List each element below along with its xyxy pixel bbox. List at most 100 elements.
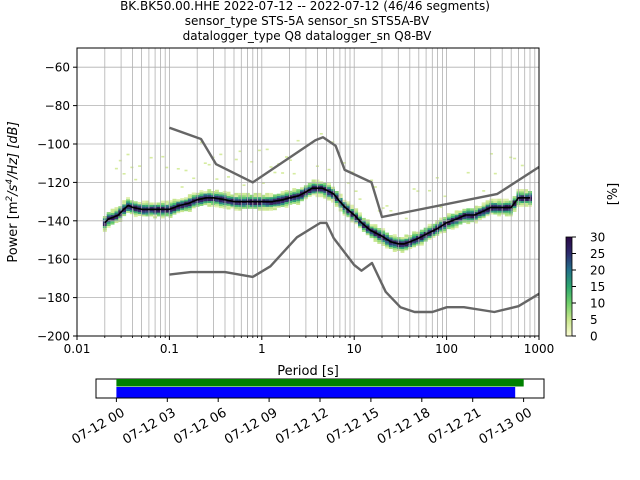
heatmap-cell xyxy=(427,223,432,227)
heatmap-cell xyxy=(524,194,529,198)
heatmap-cell xyxy=(338,205,343,208)
heatmap-cell xyxy=(462,208,467,212)
heatmap-cell xyxy=(331,200,335,203)
heatmap-cell xyxy=(110,218,115,221)
timeline-tick-label: 07-12 00 xyxy=(69,405,127,447)
heatmap-cell xyxy=(288,194,293,198)
heatmap-cell xyxy=(331,188,335,192)
heatmap-cell xyxy=(172,212,177,215)
heatmap-cell xyxy=(327,168,331,171)
heatmap-cell xyxy=(207,194,212,198)
heatmap-cell xyxy=(439,221,444,224)
coverage-bar-blue xyxy=(116,387,516,398)
heatmap-cell xyxy=(512,196,517,199)
heatmap-cell xyxy=(253,196,258,200)
heatmap-cell xyxy=(269,202,273,205)
heatmap-cell xyxy=(114,211,119,214)
heatmap-cell xyxy=(358,216,362,219)
heatmap-cell xyxy=(122,206,127,209)
heatmap-cell xyxy=(226,203,231,206)
heatmap-cell xyxy=(446,219,451,222)
heatmap-cell xyxy=(443,224,447,228)
heatmap-cell xyxy=(199,203,204,206)
heatmap-cell xyxy=(482,190,486,192)
heatmap-cell xyxy=(323,182,328,186)
heatmap-cell xyxy=(358,198,362,200)
heatmap-cell xyxy=(485,211,490,215)
heatmap-cell xyxy=(191,192,196,195)
heatmap-cell xyxy=(373,233,378,237)
heatmap-cell xyxy=(215,201,219,204)
heatmap-cell xyxy=(381,228,386,231)
heatmap-cell xyxy=(342,213,347,216)
heatmap-cell xyxy=(446,215,451,218)
heatmap-cell xyxy=(110,214,115,217)
heatmap-cell xyxy=(373,228,378,231)
heatmap-cell xyxy=(227,176,230,178)
heatmap-cell xyxy=(439,231,444,234)
heatmap-cell xyxy=(508,202,513,205)
heatmap-cell xyxy=(338,207,343,210)
heatmap-cell xyxy=(215,191,219,194)
heatmap-cell xyxy=(215,199,219,202)
heatmap-cell xyxy=(176,203,181,206)
heatmap-cell xyxy=(141,202,146,205)
heatmap-cell xyxy=(276,205,281,208)
heatmap-cell xyxy=(292,172,296,175)
heatmap-cell xyxy=(292,190,297,193)
heatmap-cell xyxy=(137,202,142,205)
heatmap-cell xyxy=(242,206,246,209)
heatmap-cell xyxy=(419,243,424,246)
heatmap-cell xyxy=(319,189,324,192)
heatmap-cell xyxy=(273,205,277,209)
heatmap-cell xyxy=(493,204,498,207)
heatmap-cell xyxy=(137,209,142,213)
heatmap-cell xyxy=(199,199,204,203)
heatmap-cell xyxy=(187,199,192,203)
heatmap-cell xyxy=(207,192,212,196)
heatmap-cell xyxy=(350,206,355,209)
heatmap-cell xyxy=(126,202,130,206)
heatmap-cell xyxy=(331,141,335,143)
timeline-tick-label: 07-12 06 xyxy=(171,405,229,447)
heatmap-cell xyxy=(493,208,498,211)
heatmap-cell xyxy=(133,210,138,214)
heatmap-cell xyxy=(427,227,432,231)
heatmap-cell xyxy=(292,201,297,204)
heatmap-cell xyxy=(489,198,494,202)
heatmap-cell xyxy=(141,210,146,213)
heatmap-cell xyxy=(265,208,270,211)
heatmap-cell xyxy=(172,210,177,213)
heatmap-cell xyxy=(242,196,246,200)
heatmap-cell xyxy=(230,206,235,209)
heatmap-cell xyxy=(307,194,312,197)
heatmap-cell xyxy=(346,207,351,210)
heatmap-cell xyxy=(187,203,192,207)
heatmap-cell xyxy=(180,198,185,201)
heatmap-cell xyxy=(300,195,304,198)
heatmap-cell xyxy=(211,192,215,196)
heatmap-cell xyxy=(388,237,393,240)
heatmap-cell xyxy=(485,209,490,213)
heatmap-cell xyxy=(203,200,208,204)
heatmap-cell xyxy=(319,194,324,198)
heatmap-cell xyxy=(195,194,200,198)
heatmap-cell xyxy=(234,194,239,198)
heatmap-cell xyxy=(160,210,165,213)
heatmap-cell xyxy=(481,215,486,219)
heatmap-cell xyxy=(416,239,420,242)
heatmap-cell xyxy=(443,218,447,222)
heatmap-cell xyxy=(114,218,119,222)
heatmap-cell xyxy=(218,203,223,207)
heatmap-cell xyxy=(327,184,331,188)
heatmap-cell xyxy=(466,221,471,225)
colorbar-tick-label: 30 xyxy=(590,231,605,245)
heatmap-cell xyxy=(126,206,130,210)
heatmap-cell xyxy=(377,241,382,244)
heatmap-cell xyxy=(269,204,273,207)
heatmap-cell xyxy=(474,219,478,222)
heatmap-cell xyxy=(118,215,123,219)
heatmap-cell xyxy=(234,208,239,211)
heatmap-cell xyxy=(296,200,301,204)
